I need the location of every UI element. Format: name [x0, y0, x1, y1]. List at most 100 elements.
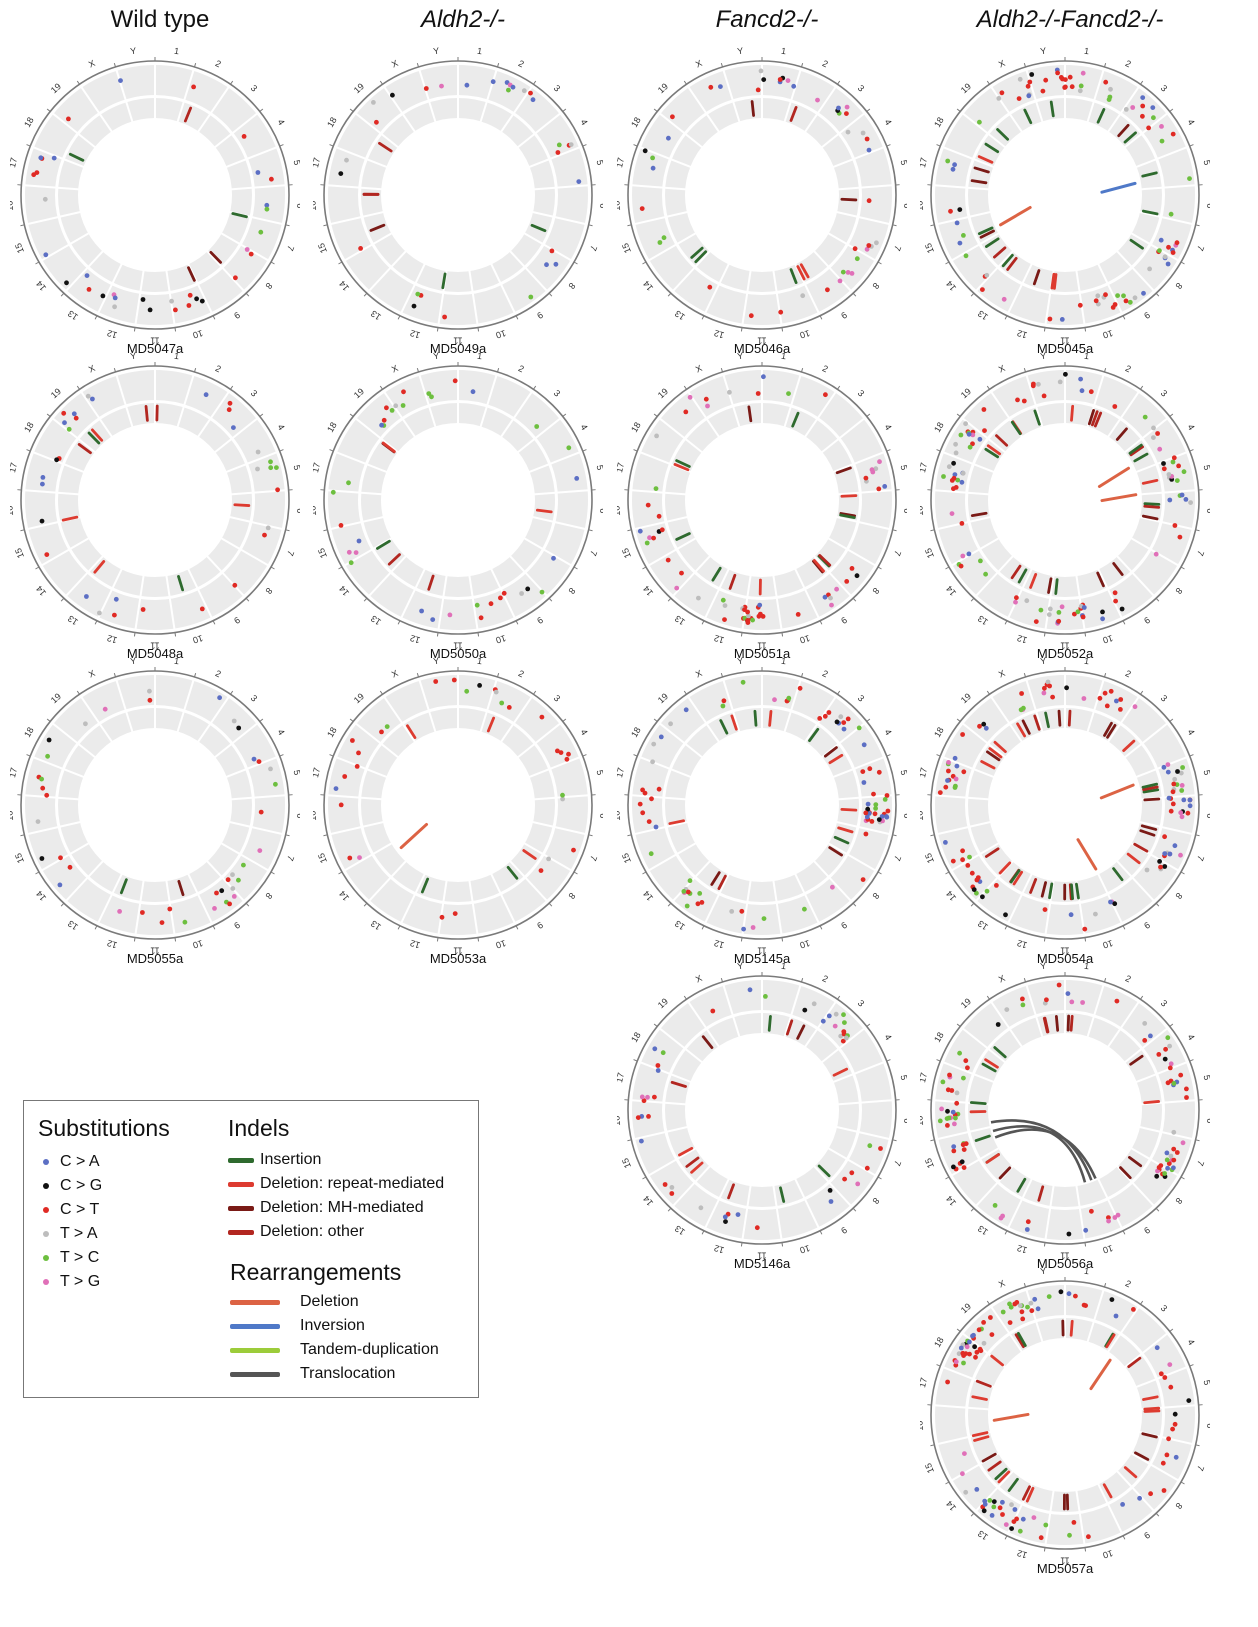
legend-dot-icon [43, 1159, 49, 1165]
substitution-dot [954, 1100, 960, 1106]
substitution-dot [1029, 72, 1035, 77]
substitution-dot [1069, 84, 1075, 90]
substitution-dot [983, 571, 988, 577]
chromosome-label-16: 16 [920, 1116, 925, 1127]
indel-mark [1057, 709, 1062, 727]
indel-mark [750, 100, 755, 117]
chromosome-label-13: 13 [369, 308, 383, 322]
substitution-dot [232, 582, 238, 588]
substitution-dot [42, 196, 48, 202]
indel-mark [1096, 108, 1106, 124]
substitution-dot [834, 719, 840, 725]
substitution-dot [879, 814, 885, 819]
substitution-dot [439, 83, 444, 89]
chromosome-label-12: 12 [1016, 1243, 1029, 1256]
substitution-dot [670, 114, 675, 120]
substitution-dot [1120, 1502, 1125, 1507]
chromosome-label-13: 13 [976, 1528, 990, 1542]
indel-mark [1037, 1185, 1045, 1202]
substitution-dot [1170, 1426, 1175, 1432]
substitution-dot [256, 759, 262, 764]
substitution-dot [950, 858, 956, 864]
substitution-dot [499, 700, 505, 706]
legend-indel-swatch [228, 1230, 254, 1235]
substitution-dot [1185, 810, 1191, 816]
substitution-dot [1107, 94, 1113, 100]
indel-mark [1112, 562, 1124, 576]
indel-mark [1009, 869, 1021, 884]
substitution-dot [748, 313, 754, 319]
substitution-dot [1157, 446, 1163, 452]
substitution-dot [957, 207, 963, 213]
substitution-track [937, 982, 1189, 1237]
indel-mark [1067, 709, 1072, 727]
substitution-dot [43, 252, 49, 258]
chromosome-label-9: 9 [535, 310, 545, 321]
indel-mark [986, 444, 1002, 456]
chromosome-label-10: 10 [799, 633, 812, 646]
substitution-dot [356, 538, 362, 544]
indel-mark [984, 142, 1000, 154]
column-title-aldh2: Aldh2-/- [420, 6, 506, 33]
substitution-dot [697, 891, 703, 896]
substitution-dot [1181, 469, 1187, 475]
chromosome-label-9: 9 [1142, 1530, 1152, 1541]
substitution-dot [645, 1094, 650, 1100]
substitution-dot [884, 793, 890, 798]
substitution-dot [1027, 79, 1033, 85]
substitution-dot [980, 894, 985, 900]
chromosome-label-13: 13 [369, 613, 383, 627]
indel-mark [970, 179, 988, 185]
substitution-dot [1147, 266, 1152, 272]
chromosome-label-5: 5 [595, 159, 603, 166]
substitution-dot [61, 410, 67, 416]
substitution-dot [946, 760, 951, 765]
substitution-dot [703, 396, 709, 402]
substitution-dot [655, 1063, 661, 1068]
indel-mark [979, 229, 995, 239]
substitution-dot [1151, 435, 1156, 440]
substitution-dot [506, 87, 511, 93]
substitution-dot [1068, 912, 1074, 918]
substitution-dot [866, 147, 872, 153]
substitution-dot [44, 792, 50, 798]
substitution-dot [273, 781, 278, 787]
chromosome-label-15: 15 [620, 547, 633, 560]
substitution-dot [951, 1164, 956, 1170]
chromosome-label-4: 4 [1186, 1033, 1197, 1042]
substitution-dot [639, 1094, 645, 1100]
substitution-dot [953, 450, 959, 456]
indel-track [61, 404, 251, 592]
chromosome-label-10: 10 [192, 328, 205, 341]
chromosome-label-16: 16 [617, 811, 622, 822]
indel-mark [789, 106, 798, 122]
indel-mark [1017, 568, 1028, 584]
substitution-dot [353, 550, 359, 555]
substitution-dot [674, 585, 680, 591]
substitution-dot [981, 1508, 987, 1514]
chromosome-label-15: 15 [316, 242, 329, 255]
chromosome-label-13: 13 [673, 613, 687, 627]
substitution-dot [651, 741, 657, 747]
circos-plot-MD5055a: 1 2 3 4 5 6 7 8 9 10 11 12 13 14 15 16 17 18 19 X Y MD5055a [10, 655, 300, 966]
chromosome-label-18: 18 [325, 725, 339, 739]
chromosome-label-5: 5 [899, 464, 907, 471]
substitution-dot [187, 292, 193, 298]
indel-mark [1133, 452, 1149, 463]
chromosome-label-7: 7 [588, 854, 599, 862]
substitution-dot [451, 677, 457, 683]
substitution-dot [949, 511, 955, 516]
indel-mark [747, 405, 753, 423]
chromosome-label-6: 6 [295, 203, 300, 209]
substitution-dot [761, 374, 766, 380]
substitution-dot [556, 142, 562, 148]
substitution-dot [698, 1205, 704, 1211]
substitution-dot [1056, 982, 1062, 988]
chromosome-label-14: 14 [34, 279, 48, 293]
chromosome-label-1: 1 [1083, 1266, 1089, 1277]
substitution-dot [971, 887, 977, 892]
substitution-dot [1167, 1065, 1173, 1071]
substitution-dot [275, 487, 280, 493]
substitution-dot [1056, 618, 1062, 624]
indel-mark [1141, 171, 1158, 178]
